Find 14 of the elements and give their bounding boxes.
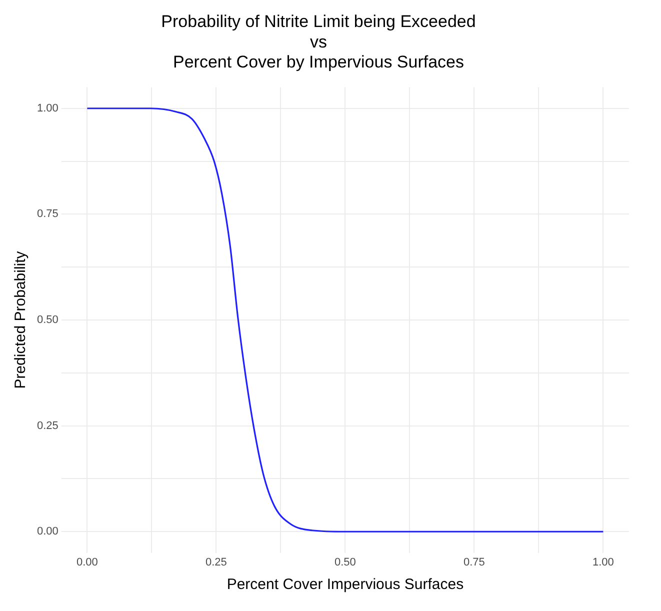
y-axis-title: Predicted Probability — [12, 250, 30, 389]
line-series — [86, 108, 604, 532]
x-tick-label: 0.50 — [334, 556, 356, 568]
y-tick-label: 0.25 — [36, 420, 58, 432]
y-tick-label: 0.00 — [36, 526, 58, 538]
x-tick-label: 0.25 — [205, 556, 227, 568]
y-tick-label: 0.75 — [36, 208, 58, 220]
y-tick-label: 0.50 — [36, 314, 58, 326]
x-tick-label: 0.75 — [463, 556, 485, 568]
y-tick-label: 1.00 — [36, 102, 58, 114]
x-axis-title: Percent Cover Impervious Surfaces — [226, 576, 464, 594]
x-tick-label: 1.00 — [592, 556, 614, 568]
x-tick-label: 0.00 — [76, 556, 98, 568]
chart-title: Probability of Nitrite Limit being Exceeded vs Percent Cover by Impervious Surfaces — [161, 12, 476, 72]
